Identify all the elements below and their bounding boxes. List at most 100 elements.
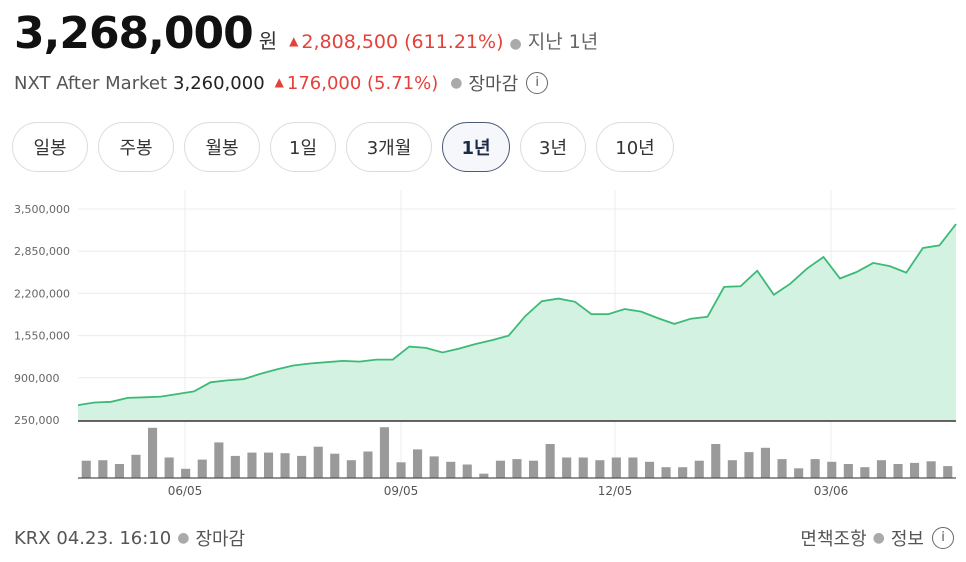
volume-bar	[810, 459, 820, 478]
volume-bar	[661, 467, 671, 478]
volume-bar	[910, 462, 920, 478]
volume-bar	[446, 461, 456, 478]
after-market-label: NXT After Market	[14, 72, 168, 94]
volume-bars	[81, 427, 953, 478]
volume-bar	[330, 453, 340, 478]
volume-bar	[645, 461, 655, 478]
x-tick-label: 09/05	[384, 484, 419, 498]
volume-bar	[462, 464, 472, 478]
y-tick-label: 1,550,000	[14, 330, 70, 343]
tab-monthly[interactable]: 월봉	[184, 122, 260, 172]
volume-bar	[843, 464, 853, 478]
volume-bar	[595, 460, 605, 478]
separator-dot: ●	[509, 36, 522, 52]
tab-1year[interactable]: 1년	[442, 122, 510, 172]
market-status: 장마감	[195, 529, 246, 550]
volume-bar	[181, 468, 191, 478]
volume-bar	[280, 453, 290, 478]
volume-bar	[396, 462, 406, 478]
separator-dot: ●	[872, 530, 885, 546]
volume-bar	[711, 444, 721, 478]
disclaimer-link[interactable]: 면책조항	[800, 529, 867, 550]
volume-bar	[760, 447, 770, 478]
volume-bar	[943, 466, 953, 478]
volume-bar	[744, 452, 754, 478]
volume-bar	[578, 457, 588, 478]
volume-bar	[114, 464, 124, 478]
volume-bar	[611, 457, 621, 478]
volume-bar	[495, 460, 505, 478]
tab-daily[interactable]: 일봉	[12, 122, 88, 172]
y-axis-labels: 3,500,000 2,850,000 2,200,000 1,550,000 900,…	[14, 203, 70, 427]
volume-bar	[81, 460, 91, 478]
volume-bar	[529, 460, 539, 478]
volume-bar	[197, 459, 207, 478]
volume-bar	[876, 460, 886, 478]
tab-3months[interactable]: 3개월	[346, 122, 432, 172]
price-chart[interactable]: 3,500,000 2,850,000 2,200,000 1,550,000 900,…	[0, 190, 966, 502]
volume-bar	[893, 464, 903, 478]
volume-bar	[264, 452, 274, 478]
volume-bar	[926, 461, 936, 478]
price-change: ▲ 2,808,500 (611.21%)	[289, 31, 503, 53]
volume-bar	[379, 427, 389, 478]
period-label: 지난 1년	[527, 31, 599, 53]
tab-3years[interactable]: 3년	[520, 122, 586, 172]
volume-bar	[297, 455, 307, 478]
tab-10years[interactable]: 10년	[596, 122, 674, 172]
period-tabs: 일봉 주봉 월봉 1일 3개월 1년 3년 10년	[12, 122, 674, 172]
volume-bar	[512, 459, 522, 478]
after-market-price: 3,260,000	[173, 72, 265, 94]
after-market-row: NXT After Market 3,260,000 ▲ 176,000 (5.7…	[14, 70, 549, 96]
x-tick-label: 03/06	[814, 484, 849, 498]
volume-bar	[794, 468, 804, 478]
volume-bar	[247, 452, 257, 478]
separator-dot: ●	[450, 75, 463, 91]
volume-bar	[777, 459, 787, 478]
after-market-change: ▲ 176,000 (5.71%)	[275, 73, 439, 94]
info-icon[interactable]: i	[526, 72, 549, 94]
volume-bar	[346, 460, 356, 478]
volume-bar	[148, 427, 158, 478]
footer-left: KRX 04.23. 16:10 ● 장마감	[14, 525, 245, 551]
volume-bar	[860, 467, 870, 478]
volume-bar	[98, 460, 108, 478]
y-tick-label: 2,200,000	[14, 287, 70, 300]
volume-bar	[131, 454, 141, 478]
current-price: 3,268,000	[14, 8, 254, 59]
price-area	[78, 224, 956, 420]
separator-dot: ●	[177, 530, 190, 546]
y-tick-label: 3,500,000	[14, 203, 70, 216]
up-triangle-icon: ▲	[274, 74, 284, 89]
volume-bar	[628, 457, 638, 478]
volume-bar	[413, 449, 423, 478]
after-market-change-value: 176,000 (5.71%)	[286, 72, 439, 94]
volume-bar	[429, 456, 439, 478]
volume-bar	[363, 451, 373, 478]
info-icon[interactable]: i	[932, 527, 954, 549]
price-change-value: 2,808,500 (611.21%)	[301, 31, 504, 53]
volume-bar	[214, 442, 224, 478]
volume-bar	[678, 467, 688, 478]
volume-bar	[230, 455, 240, 478]
volume-bar	[827, 461, 837, 478]
data-source: KRX 04.23. 16:10	[14, 527, 172, 549]
tab-1day[interactable]: 1일	[270, 122, 336, 172]
volume-bar	[545, 444, 555, 478]
info-link[interactable]: 정보	[890, 529, 924, 550]
currency-unit: 원	[258, 29, 278, 53]
price-line	[77, 223, 957, 406]
volume-bar	[562, 457, 572, 478]
y-tick-label: 900,000	[14, 372, 60, 385]
volume-bar	[727, 460, 737, 478]
up-triangle-icon: ▲	[289, 34, 299, 48]
after-market-status: 장마감	[468, 74, 519, 95]
y-tick-label: 250,000	[14, 414, 60, 427]
volume-bar	[164, 457, 174, 478]
price-header: 3,268,000 원 ▲ 2,808,500 (611.21%) ● 지난 1년	[14, 8, 598, 60]
volume-bar	[694, 460, 704, 478]
x-tick-label: 06/05	[168, 484, 203, 498]
tab-weekly[interactable]: 주봉	[98, 122, 174, 172]
volume-bar	[479, 473, 489, 478]
x-tick-label: 12/05	[598, 484, 633, 498]
